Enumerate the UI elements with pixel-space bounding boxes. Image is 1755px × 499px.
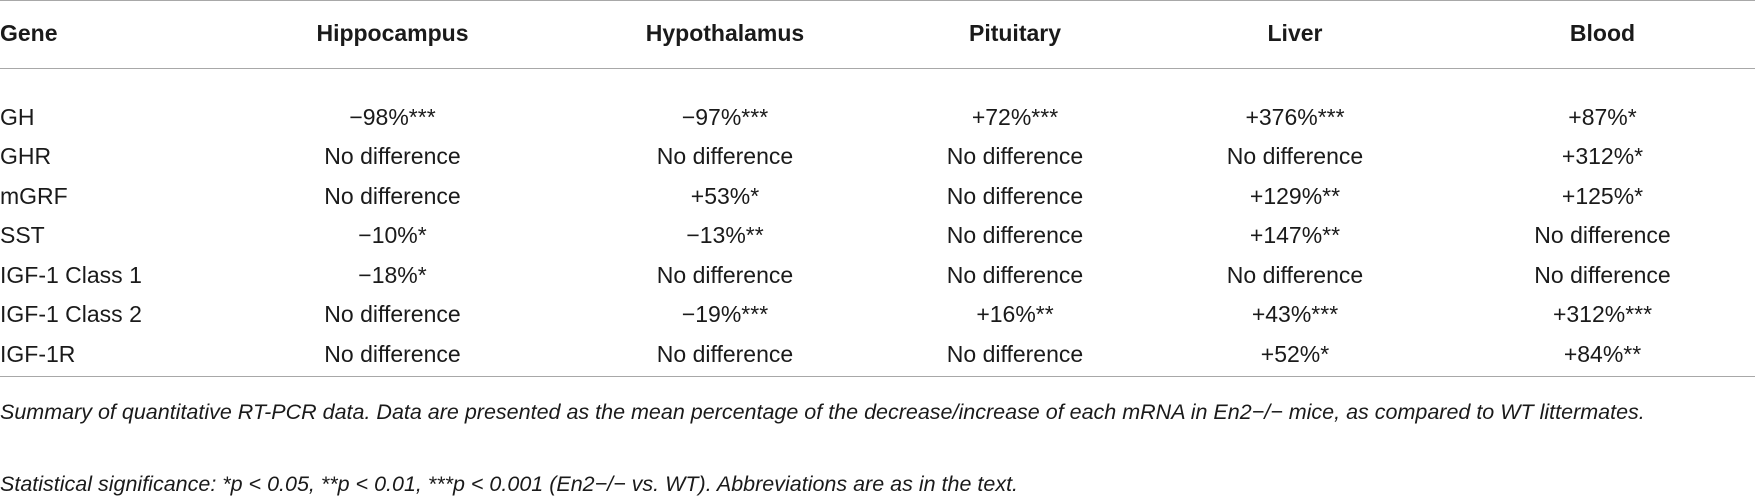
value-cell: No difference bbox=[1534, 261, 1671, 288]
value-cell: No difference bbox=[656, 340, 794, 367]
value-cell: −10%* bbox=[358, 222, 427, 249]
value-cell: +16%** bbox=[976, 301, 1054, 328]
table-row: IGF-1R No difference No difference No di… bbox=[0, 335, 1755, 375]
value-cell: No difference bbox=[1226, 143, 1364, 170]
value-cell: +84%** bbox=[1563, 340, 1642, 367]
header-rule bbox=[0, 68, 1755, 69]
value-cell: +312%* bbox=[1561, 143, 1644, 170]
gene-cell: IGF-1 Class 1 bbox=[0, 261, 142, 288]
value-cell: No difference bbox=[324, 143, 461, 170]
value-cell: +129%** bbox=[1249, 182, 1341, 209]
value-cell: No difference bbox=[324, 340, 461, 367]
gene-cell: IGF-1 Class 2 bbox=[0, 301, 142, 328]
table-row: GH −98%*** −97%*** +72%*** +376%*** +87%… bbox=[0, 98, 1755, 138]
value-cell: No difference bbox=[946, 143, 1084, 170]
rt-pcr-table: Gene Hippocampus Hypothalamus Pituitary … bbox=[0, 8, 1755, 374]
top-rule bbox=[0, 0, 1755, 1]
spacer-cell bbox=[0, 58, 1755, 98]
value-cell: +125%* bbox=[1561, 182, 1644, 209]
column-header-gene: Gene bbox=[0, 19, 58, 46]
value-cell: +376%*** bbox=[1245, 103, 1345, 130]
table-row: IGF-1 Class 1 −18%* No difference No dif… bbox=[0, 256, 1755, 296]
header-row: Gene Hippocampus Hypothalamus Pituitary … bbox=[0, 8, 1755, 58]
value-cell: +43%*** bbox=[1251, 301, 1339, 328]
table-footnote-summary: Summary of quantitative RT-PCR data. Dat… bbox=[0, 400, 1645, 424]
value-cell: No difference bbox=[656, 261, 794, 288]
value-cell: −98%*** bbox=[349, 103, 436, 130]
value-cell: +52%* bbox=[1260, 340, 1330, 367]
gene-cell: GHR bbox=[0, 143, 52, 170]
table-row: SST −10%* −13%** No difference +147%** N… bbox=[0, 216, 1755, 256]
bottom-rule bbox=[0, 376, 1755, 377]
value-cell: No difference bbox=[946, 340, 1084, 367]
column-header-liver: Liver bbox=[1267, 19, 1323, 46]
gene-cell: GH bbox=[0, 103, 35, 130]
value-cell: −18%* bbox=[358, 261, 427, 288]
value-cell: +312%*** bbox=[1552, 301, 1653, 328]
column-header-hypothalamus: Hypothalamus bbox=[645, 19, 805, 46]
table-row: GHR No difference No difference No diffe… bbox=[0, 137, 1755, 177]
value-cell: −13%** bbox=[686, 222, 764, 249]
gene-cell: SST bbox=[0, 222, 45, 249]
value-cell: No difference bbox=[946, 261, 1084, 288]
gene-cell: mGRF bbox=[0, 182, 68, 209]
value-cell: −97%*** bbox=[681, 103, 769, 130]
value-cell: No difference bbox=[946, 222, 1084, 249]
value-cell: −19%*** bbox=[681, 301, 769, 328]
value-cell: No difference bbox=[656, 143, 794, 170]
value-cell: No difference bbox=[324, 182, 461, 209]
table-row: mGRF No difference +53%* No difference +… bbox=[0, 177, 1755, 217]
column-header-blood: Blood bbox=[1569, 19, 1636, 46]
table-row: IGF-1 Class 2 No difference −19%*** +16%… bbox=[0, 295, 1755, 335]
gene-cell: IGF-1R bbox=[0, 340, 76, 367]
column-header-pituitary: Pituitary bbox=[968, 19, 1062, 46]
value-cell: No difference bbox=[1534, 222, 1671, 249]
value-cell: +72%*** bbox=[971, 103, 1059, 130]
column-header-hippocampus: Hippocampus bbox=[316, 19, 469, 46]
value-cell: +147%** bbox=[1249, 222, 1341, 249]
value-cell: +53%* bbox=[690, 182, 760, 209]
value-cell: No difference bbox=[324, 301, 461, 328]
header-spacer bbox=[0, 58, 1755, 98]
table-footnote-significance: Statistical significance: *p < 0.05, **p… bbox=[0, 472, 1019, 496]
value-cell: No difference bbox=[946, 182, 1084, 209]
value-cell: No difference bbox=[1226, 261, 1364, 288]
value-cell: +87%* bbox=[1568, 103, 1637, 130]
